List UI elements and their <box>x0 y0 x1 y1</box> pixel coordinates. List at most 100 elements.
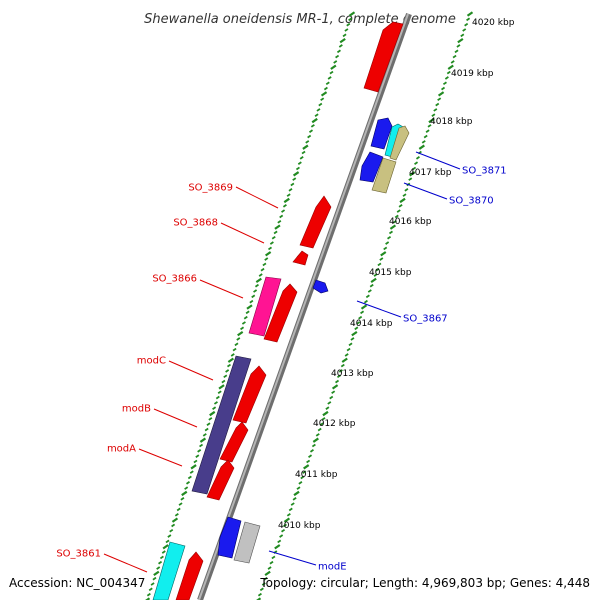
ruler-dot <box>181 490 188 497</box>
ruler-dot <box>404 188 409 192</box>
ruler-dot <box>344 353 349 357</box>
ruler-dot <box>348 17 353 22</box>
ruler-dot <box>351 330 358 337</box>
ruler-dot <box>251 294 256 299</box>
ruler-dot <box>305 140 310 144</box>
ruler-dot <box>169 528 174 533</box>
ruler-dot <box>452 54 457 59</box>
ruler-dot <box>282 523 287 528</box>
ruler-dot <box>427 124 432 128</box>
ruler-dot <box>187 475 192 480</box>
ruler-dot <box>209 410 216 417</box>
label-leader-line <box>199 279 244 299</box>
ruler-dot <box>363 299 368 304</box>
ruler-dot <box>180 496 185 501</box>
ruler-dot <box>396 209 401 213</box>
ruler-dot <box>255 277 262 284</box>
ruler-dot <box>288 188 293 192</box>
ruler-dot <box>356 321 361 325</box>
ruler-dot <box>274 224 281 230</box>
label-leader-line <box>153 408 198 428</box>
ruler-dot <box>331 384 339 390</box>
tick-label: 4015 kbp <box>369 268 412 278</box>
ruler-dot <box>387 235 392 240</box>
tick-label: 4016 kbp <box>389 217 432 227</box>
ruler-dot <box>415 156 420 160</box>
ruler-dot <box>306 459 311 464</box>
ruler-dot <box>165 539 170 544</box>
ruler-dot <box>412 166 417 171</box>
gene-so-3869 <box>299 195 332 249</box>
ruler-dot <box>389 224 397 230</box>
ruler-dot <box>267 566 272 570</box>
ruler-dot <box>227 357 234 363</box>
ruler-dot <box>354 326 359 331</box>
ruler-tracks <box>145 11 474 600</box>
ruler-dot <box>290 502 295 506</box>
ruler-dot <box>259 587 264 592</box>
ruler-dot <box>234 342 239 347</box>
ruler-dot <box>262 262 267 267</box>
ruler-dot <box>296 486 301 490</box>
ruler-dot <box>311 117 318 124</box>
label-leader-line <box>168 360 214 381</box>
ruler-dot <box>197 449 202 453</box>
ruler-dot <box>377 262 382 267</box>
ruler-dot <box>385 241 390 245</box>
genes <box>152 21 410 600</box>
ruler-dot <box>271 235 276 240</box>
ruler-dot <box>230 353 235 357</box>
ruler-dot <box>199 443 204 448</box>
ruler-dot <box>348 11 356 17</box>
ruler-dot <box>314 113 319 118</box>
ruler-dot <box>145 597 151 600</box>
gene-so-3868 <box>292 250 309 266</box>
ruler-dot <box>466 17 471 22</box>
gene-so-3867 <box>312 279 329 294</box>
ruler-dot <box>350 337 355 341</box>
ruler-dot <box>277 219 282 224</box>
ruler-dot <box>444 76 449 80</box>
ruler-dot <box>236 337 241 341</box>
ruler-dot <box>399 197 406 204</box>
ruler-dot <box>223 374 228 379</box>
map-title: Shewanella oneidensis MR-1, complete gen… <box>144 12 456 27</box>
gene-modc <box>191 355 252 495</box>
ruler-dot <box>380 251 387 257</box>
ruler-dot <box>435 102 440 107</box>
ruler-dot <box>221 379 226 384</box>
tick-label: 4019 kbp <box>451 69 494 79</box>
ruler-dot <box>264 257 269 261</box>
ruler-dot <box>225 369 230 373</box>
ruler-dot <box>204 427 209 432</box>
ruler-dot <box>421 140 426 144</box>
ruler-dot <box>171 523 176 528</box>
gene-mode-blue <box>217 516 242 559</box>
ruler-dot <box>279 214 284 219</box>
ruler-dot <box>464 22 469 27</box>
ruler-dot <box>146 592 151 597</box>
ruler-dot <box>265 251 272 257</box>
gene-so-3871-khaki-top <box>389 125 410 161</box>
gene-mode-grey <box>233 521 261 564</box>
label-leader-line <box>403 182 448 200</box>
ruler-dot <box>456 44 461 48</box>
ruler-dot <box>206 422 211 426</box>
gene-label: SO_3870 <box>449 196 494 207</box>
ruler-dot <box>335 54 340 59</box>
ruler-dot <box>450 60 455 64</box>
ruler-dot <box>293 490 300 497</box>
ruler-dot <box>437 97 442 102</box>
ruler-dot <box>308 129 314 133</box>
ruler-dot <box>208 417 213 421</box>
ruler-dot <box>346 347 351 352</box>
ruler-dot <box>226 363 232 368</box>
ruler-dot <box>249 299 254 304</box>
ruler-dot <box>373 273 378 277</box>
gene-label: SO_3866 <box>152 274 197 285</box>
ruler-dot <box>331 390 336 395</box>
ruler-dot <box>302 470 307 474</box>
gene-label: SO_3867 <box>403 314 448 325</box>
ruler-dot <box>261 582 266 586</box>
ruler-dot <box>318 102 323 107</box>
